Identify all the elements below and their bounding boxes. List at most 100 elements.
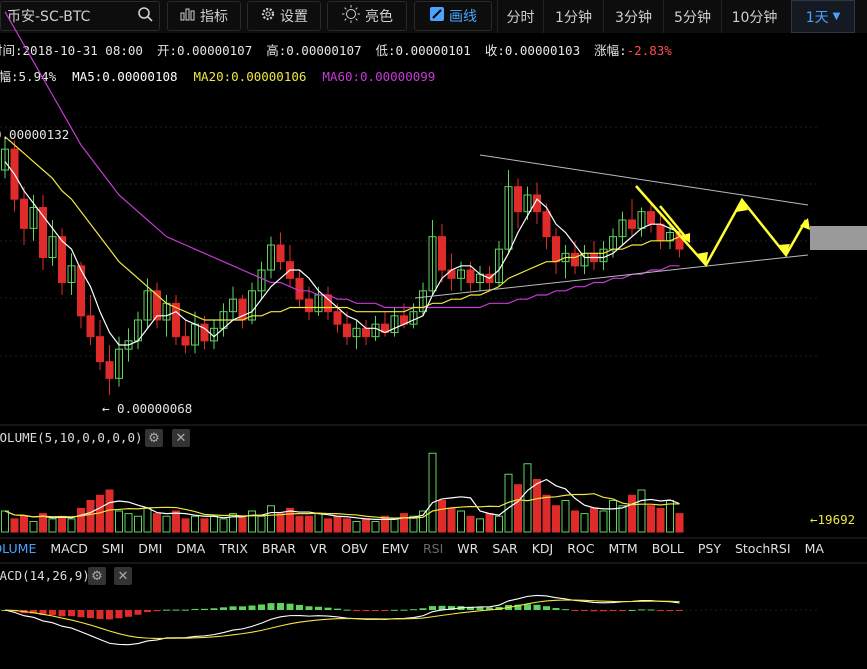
indicator-tab-volume[interactable]: VOLUME	[0, 541, 37, 556]
candle-body	[276, 244, 285, 263]
indicator-tab-roc[interactable]: ROC	[567, 541, 595, 556]
ohlc-info: 时间:2018-10-31 08:00 开:0.00000107 高:0.00000…	[0, 40, 686, 58]
period-1day[interactable]: 1天 ▼	[791, 0, 855, 33]
macd-histogram-bar	[524, 604, 531, 610]
candle-body	[523, 194, 532, 213]
macd-histogram-bar	[229, 606, 237, 610]
volume-bar	[523, 463, 532, 533]
theme-toggle-button[interactable]: 亮色	[327, 1, 407, 31]
macd-close-icon[interactable]: ✕	[114, 567, 132, 585]
macd-settings-gear-icon[interactable]: ⚙	[88, 567, 106, 585]
draw-line-button[interactable]: 画线	[414, 1, 492, 31]
volume-bar	[219, 518, 228, 533]
volume-bar	[504, 473, 513, 533]
macd-dea-line	[4, 599, 680, 640]
volume-bar	[20, 515, 28, 533]
volume-bar	[134, 515, 142, 533]
volume-panel-title: VOLUME(5,10,0,0,0,0)	[0, 430, 143, 445]
macd-histogram-bar	[419, 608, 427, 610]
change-label: 涨幅:	[594, 43, 627, 58]
indicators-button[interactable]: 指标	[167, 1, 241, 31]
ma20-value: MA20:0.00000106	[193, 69, 307, 84]
candle-open: 开:0.00000107	[156, 43, 253, 58]
macd-histogram-bar	[153, 610, 161, 612]
volume-bar	[200, 518, 209, 533]
arrow-head	[778, 244, 790, 255]
search-icon[interactable]	[137, 6, 153, 26]
candle-body	[343, 323, 351, 338]
indicator-tab-stochrsi[interactable]: StochRSI	[734, 541, 791, 556]
period-label: 5分钟	[674, 9, 711, 26]
macd-histogram-bar	[210, 608, 218, 610]
candle-body	[504, 186, 513, 250]
macd-histogram-bar	[106, 610, 113, 620]
macd-histogram-bar	[68, 610, 75, 617]
indicator-tab-ma[interactable]: MA	[804, 541, 824, 556]
candle-body	[39, 207, 47, 258]
indicator-tab-sar[interactable]: SAR	[492, 541, 518, 556]
candle-body	[333, 311, 342, 325]
symbol-search[interactable]: 币安-SC-BTC	[0, 1, 160, 31]
indicator-tab-rsi[interactable]: RSI	[422, 541, 444, 556]
volume-bar	[495, 515, 503, 533]
change-value: -2.83%	[626, 43, 672, 58]
period-timeshare[interactable]: 分时	[497, 0, 543, 33]
volume-bar	[39, 513, 47, 533]
indicator-tab-obv[interactable]: OBV	[341, 541, 368, 556]
volume-bar	[10, 518, 19, 533]
indicator-tab-boll[interactable]: BOLL	[651, 541, 684, 556]
macd-histogram-bar	[267, 603, 275, 610]
period-1min[interactable]: 1分钟	[543, 0, 603, 33]
candle-body	[571, 252, 579, 267]
candle-body	[1, 148, 9, 171]
indicator-tab-kdj[interactable]: KDJ	[531, 541, 554, 556]
volume-bar	[67, 518, 76, 533]
volume-close-icon[interactable]: ✕	[172, 429, 190, 447]
indicator-tab-macd[interactable]: MACD	[50, 541, 88, 556]
settings-label: 设置	[280, 9, 308, 25]
candle-body	[457, 269, 465, 279]
macd-histogram-bar	[467, 606, 474, 610]
indicator-tab-emv[interactable]: EMV	[381, 541, 409, 556]
volume-bar	[409, 515, 418, 533]
macd-histogram-bar	[600, 610, 607, 612]
candle-body	[552, 236, 560, 263]
macd-histogram-bar	[353, 610, 360, 611]
candle-body	[656, 223, 665, 242]
period-5min[interactable]: 5分钟	[663, 0, 721, 33]
indicator-tab-wr[interactable]: WR	[457, 541, 479, 556]
indicator-tab-trix[interactable]: TRIX	[219, 541, 248, 556]
volume-bar	[333, 515, 342, 533]
macd-histogram-bar	[514, 604, 522, 610]
volume-bar	[599, 510, 608, 533]
volume-bar	[58, 515, 66, 533]
indicator-tab-mtm[interactable]: MTM	[608, 541, 638, 556]
macd-histogram-bar	[58, 610, 66, 617]
indicator-tab-dma[interactable]: DMA	[176, 541, 206, 556]
volume-settings-gear-icon[interactable]: ⚙	[145, 429, 163, 447]
volume-bar	[352, 521, 361, 533]
period-3min[interactable]: 3分钟	[603, 0, 663, 33]
volume-ma10-line	[4, 493, 680, 519]
indicator-tab-brar[interactable]: BRAR	[261, 541, 296, 556]
volume-bar	[381, 515, 389, 533]
settings-button[interactable]: 设置	[247, 1, 321, 31]
macd-histogram-bar	[87, 610, 94, 619]
volume-bar	[153, 513, 161, 533]
candle-body	[96, 336, 104, 363]
indicator-tab-vr[interactable]: VR	[309, 541, 328, 556]
candle-body	[200, 323, 209, 342]
volume-bar	[314, 513, 323, 533]
period-10min[interactable]: 10分钟	[721, 0, 787, 33]
candle-body	[20, 198, 28, 229]
candle-body	[533, 194, 541, 213]
volume-bar	[561, 500, 570, 533]
macd-histogram-bar	[552, 608, 560, 610]
macd-histogram-bar	[258, 604, 265, 610]
indicator-tab-psy[interactable]: PSY	[697, 541, 721, 556]
volume-bar	[371, 521, 380, 533]
indicator-tab-dmi[interactable]: DMI	[138, 541, 163, 556]
candle-body	[438, 236, 446, 271]
indicator-tab-smi[interactable]: SMI	[101, 541, 125, 556]
